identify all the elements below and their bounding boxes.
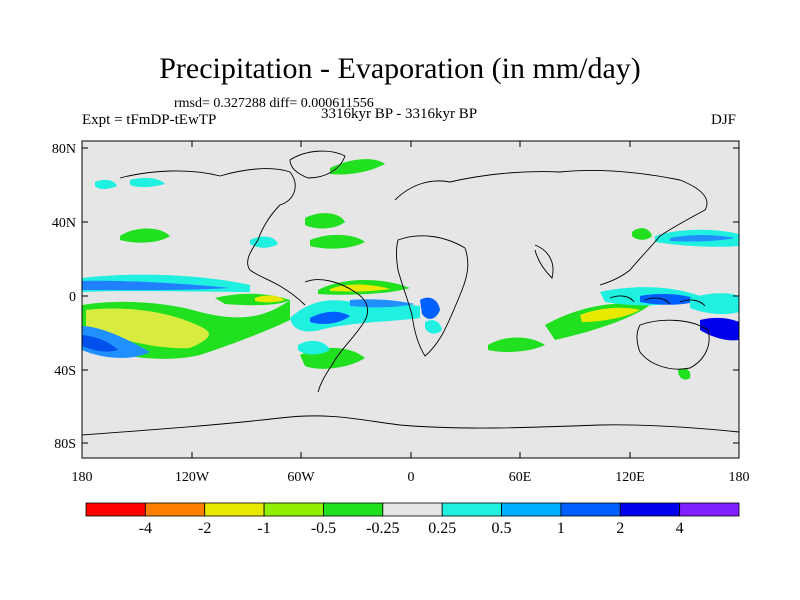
africa-blue — [420, 297, 440, 319]
colorbar-swatch — [441, 502, 502, 517]
coastlines — [81, 150, 740, 436]
australia-green — [678, 368, 691, 380]
colorbar-swatch — [619, 502, 681, 517]
north-atlantic-cyan — [250, 236, 278, 248]
north-pacific-blue — [670, 235, 735, 242]
coast-antarctica — [81, 415, 740, 436]
gulf-green — [305, 213, 345, 229]
equatorial-blue-band — [82, 280, 230, 291]
east-pacific-yellow — [255, 295, 285, 303]
mid-atlantic-green — [310, 234, 365, 249]
west-pacific-blue — [700, 317, 739, 341]
argentina-cyan — [298, 340, 330, 355]
colorbar-label: 0.25 — [428, 520, 457, 537]
colorbar-label: 2 — [616, 520, 625, 537]
east-asia-green — [632, 228, 652, 240]
map-title: Precipitation - Evaporation (in mm/day) — [159, 52, 641, 85]
indian-ocean-yellow — [580, 307, 640, 322]
y-axis — [82, 147, 739, 444]
coast-north-america — [119, 168, 306, 306]
x-tick-label: 60W — [287, 470, 315, 485]
colorbar-label: 4 — [675, 520, 684, 537]
colorbar-swatch — [560, 502, 621, 517]
colorbar-label: 1 — [556, 520, 565, 537]
y-tick-label: 80S — [54, 437, 76, 452]
coast-india — [534, 244, 554, 279]
coast-australia — [636, 319, 710, 370]
x-axis — [81, 141, 740, 458]
colorbar-swatch — [323, 502, 384, 517]
colorbar-label: -0.5 — [310, 520, 337, 537]
y-tick-label: 80N — [52, 142, 76, 157]
colorbar-label: -4 — [138, 520, 153, 537]
period-label: 3316kyr BP - 3316kyr BP — [321, 106, 478, 122]
y-tick-label: 40N — [52, 216, 76, 231]
maritime-blue — [640, 293, 700, 305]
coast-africa — [396, 235, 469, 357]
colorbar-swatch — [263, 502, 324, 517]
arctic-green — [330, 159, 385, 175]
season-label: DJF — [711, 112, 737, 128]
experiment-label: Expt = tFmDP-tEwTP — [82, 112, 217, 128]
west-pacific-cyan — [690, 293, 739, 315]
y-tick-label: 0 — [69, 290, 76, 305]
arctic-cyan-2 — [130, 177, 165, 188]
colorbar-swatch — [204, 502, 265, 517]
y-tick-label: 40S — [54, 364, 76, 379]
coast-indonesia — [609, 295, 706, 307]
colorbar-swatch — [382, 502, 443, 517]
africa-cyan — [425, 320, 442, 334]
x-tick-label: 180 — [729, 470, 750, 485]
colorbar-label: -0.25 — [366, 520, 400, 537]
south-pacific-yellow-band — [86, 308, 209, 349]
coast-south-america — [304, 279, 369, 393]
africa-south-green — [488, 337, 545, 353]
colorbar-label: -1 — [257, 520, 271, 537]
x-tick-label: 0 — [408, 470, 415, 485]
x-tick-label: 120W — [175, 470, 210, 485]
south-pacific-deep-blue — [82, 335, 118, 352]
north-pacific-east-green — [120, 228, 170, 243]
y-tick-labels: 80N 40N 0 40S 80S — [52, 142, 76, 452]
x-tick-label: 60E — [509, 470, 532, 485]
coast-greenland — [289, 150, 346, 179]
x-tick-label: 120E — [615, 470, 645, 485]
colorbar-swatch — [85, 502, 146, 517]
anomaly-fields — [82, 159, 739, 380]
arctic-cyan — [95, 179, 117, 189]
colorbar-swatch — [144, 502, 206, 517]
colorbar-swatch — [679, 502, 740, 517]
colorbar-swatch — [501, 502, 562, 517]
south-atlantic-blue — [350, 299, 415, 308]
x-tick-label: 180 — [72, 470, 93, 485]
coast-europe-asia — [394, 169, 708, 286]
colorbar-label: -2 — [198, 520, 212, 537]
x-tick-labels: 180 120W 60W 0 60E 120E 180 — [72, 470, 750, 485]
colorbar — [85, 502, 740, 517]
colorbar-label: 0.5 — [491, 520, 512, 537]
stats-text: rmsd= 0.327288 diff= 0.000611556 — [174, 96, 374, 111]
south-america-blue — [310, 311, 350, 324]
